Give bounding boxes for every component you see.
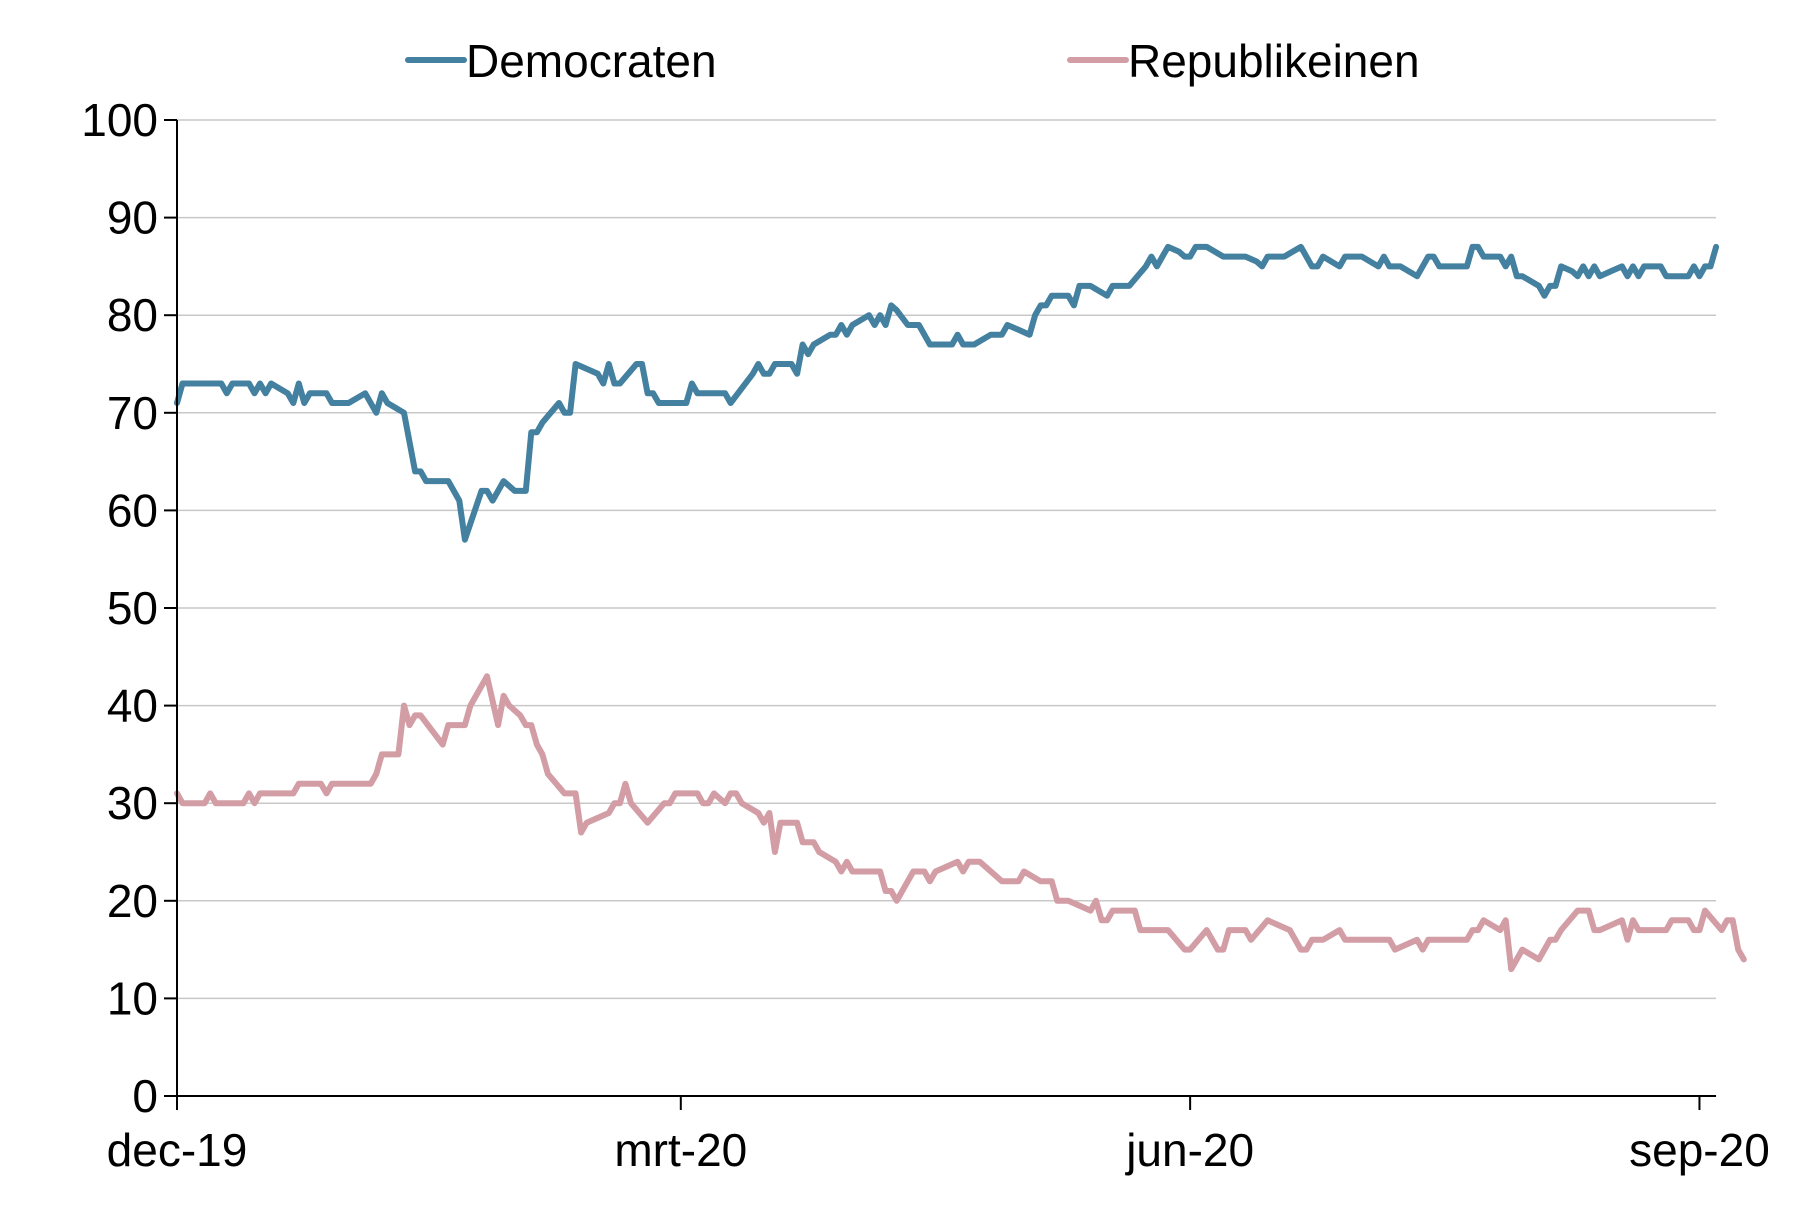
gridlines (177, 119, 1717, 1000)
x-tick-label-dec-19: dec-19 (107, 1124, 248, 1176)
y-tick-label-50: 50 (107, 582, 158, 634)
y-axis-ticks: 0 10 20 30 40 50 60 70 80 90 100 (81, 94, 177, 1122)
y-tick-label-20: 20 (107, 875, 158, 927)
x-tick-label-sep-20: sep-20 (1629, 1124, 1770, 1176)
legend-label-democraten: Democraten (466, 35, 717, 87)
series-line-republikeinen (174, 673, 1747, 973)
y-tick-label-10: 10 (107, 972, 158, 1024)
legend-label-republikeinen: Republikeinen (1128, 35, 1420, 87)
y-tick-label-40: 40 (107, 680, 158, 732)
y-tick-label-0: 0 (132, 1070, 158, 1122)
legend: Democraten Republikeinen (405, 35, 1420, 87)
y-tick-label-70: 70 (107, 387, 158, 439)
y-tick-label-60: 60 (107, 484, 158, 536)
x-tick-label-jun-20: jun-20 (1124, 1124, 1254, 1176)
x-axis-ticks: dec-19 mrt-20 jun-20 sep-20 (107, 1096, 1770, 1176)
series-line-democraten (174, 243, 1720, 543)
series-lines (174, 243, 1747, 973)
y-tick-label-30: 30 (107, 777, 158, 829)
x-tick-label-mrt-20: mrt-20 (614, 1124, 747, 1176)
y-tick-label-90: 90 (107, 192, 158, 244)
y-tick-label-100: 100 (81, 94, 158, 146)
y-tick-label-80: 80 (107, 289, 158, 341)
